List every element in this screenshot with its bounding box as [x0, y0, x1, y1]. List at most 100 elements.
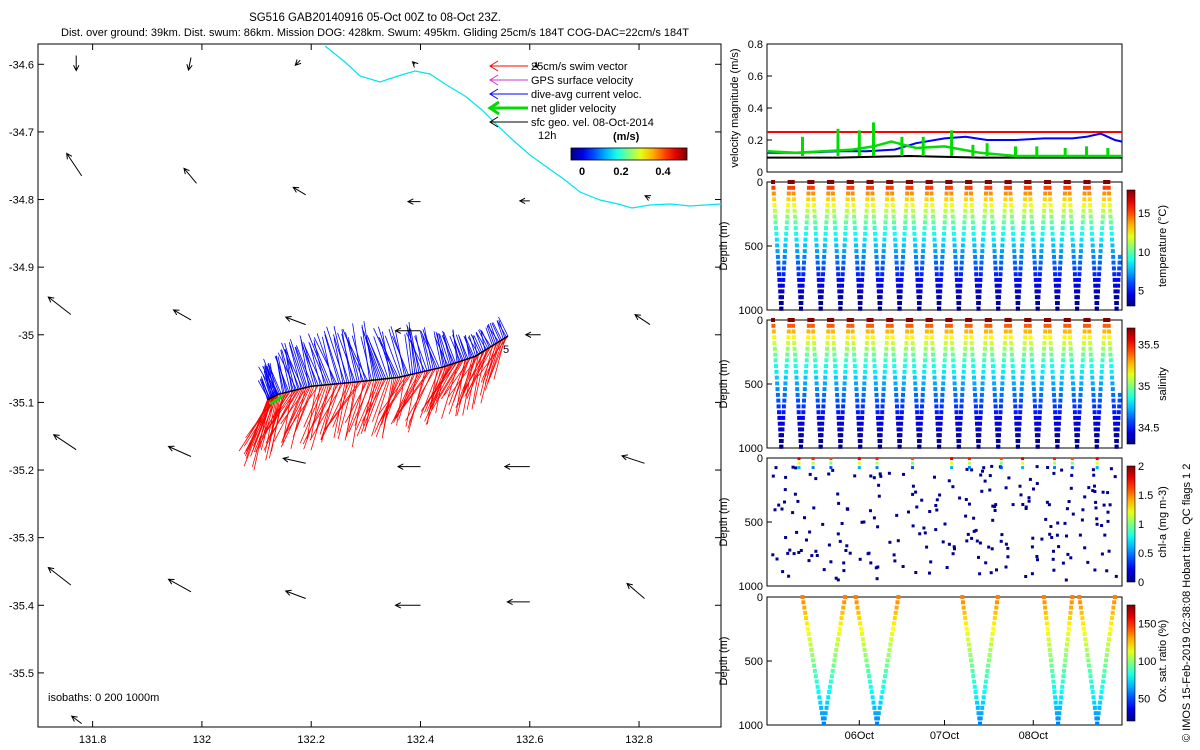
profile-point — [1079, 610, 1084, 615]
profile-point — [1031, 243, 1036, 248]
profile-point — [945, 318, 950, 322]
profile-point — [779, 439, 784, 443]
profile-point — [975, 421, 979, 426]
profile-point — [913, 249, 918, 254]
profile-point — [911, 457, 914, 461]
profile-point — [1011, 243, 1016, 248]
profile-point — [950, 352, 955, 357]
profile-point — [896, 421, 901, 426]
profile-point — [842, 387, 847, 392]
profile-point — [824, 364, 828, 369]
profile-point — [1109, 621, 1114, 626]
profile-point — [872, 705, 877, 710]
profile-point — [982, 690, 987, 694]
profile-point — [1116, 421, 1121, 426]
profile-cbar-tick: 15 — [1138, 208, 1150, 220]
profile-point — [968, 502, 971, 506]
profile-point — [981, 231, 986, 236]
profile-point — [1021, 457, 1025, 461]
dac-vector — [333, 334, 350, 383]
profile-point — [838, 444, 843, 449]
swim-vectors — [238, 335, 509, 471]
profile-point — [824, 226, 828, 231]
profile-point — [909, 180, 914, 184]
profile-point — [1116, 410, 1121, 415]
swim-vector — [380, 374, 409, 420]
profile-point — [787, 574, 791, 578]
profile-point — [1106, 491, 1110, 495]
profile-point — [1106, 318, 1111, 322]
profile-point — [772, 197, 777, 202]
profile-point — [1066, 318, 1071, 322]
profile-point — [840, 415, 845, 420]
profile-point — [965, 180, 970, 184]
profile-point — [951, 369, 956, 374]
profile-point — [823, 711, 828, 716]
profile-point — [937, 301, 942, 305]
profile-point — [842, 569, 846, 573]
profile-point — [815, 249, 819, 254]
profile-point — [969, 341, 974, 345]
profile-point — [808, 642, 813, 647]
profile-point — [1021, 461, 1025, 465]
profile-point — [979, 392, 984, 397]
profile-point — [980, 249, 985, 254]
profile-point — [1028, 335, 1033, 340]
profile-point — [999, 254, 1004, 259]
profile-point — [791, 329, 796, 334]
profile-point — [1095, 295, 1100, 300]
profile-points — [771, 457, 1118, 582]
profile-point — [909, 329, 914, 334]
profile-point — [1017, 283, 1022, 288]
profile-point — [779, 306, 784, 311]
profile-point — [995, 600, 999, 605]
swim-vector — [392, 370, 430, 421]
profile-point — [919, 410, 924, 415]
profile-point — [1099, 237, 1104, 242]
profile-point — [1063, 318, 1068, 322]
profile-point — [1113, 289, 1118, 294]
profile-point — [930, 208, 935, 213]
surface-geostrophic-vectors — [47, 55, 652, 724]
profile-point — [961, 237, 966, 242]
profile-point — [972, 679, 977, 684]
profile-point — [861, 260, 866, 265]
profile-point — [989, 341, 994, 345]
profile-point — [810, 554, 814, 558]
profile-point — [883, 352, 888, 357]
profile-point — [813, 231, 818, 236]
profile-point — [960, 254, 965, 259]
profile-point — [879, 277, 884, 282]
profile-point — [1110, 387, 1115, 392]
profile-point — [929, 323, 934, 328]
profile-point — [833, 226, 838, 231]
profile-point — [818, 306, 823, 311]
profile-point — [1018, 410, 1023, 415]
profile-point — [838, 301, 843, 305]
profile-point — [1034, 427, 1039, 432]
profile-point — [1052, 690, 1057, 694]
profile-point — [887, 647, 892, 652]
profile-point — [823, 237, 828, 242]
profile-point — [942, 369, 946, 374]
profile-point — [924, 329, 929, 334]
profile-point — [894, 260, 899, 265]
profile-point — [1052, 568, 1056, 572]
profile-point — [1008, 191, 1013, 196]
profile-point — [772, 208, 777, 213]
profile-point — [892, 231, 897, 236]
profile-point — [989, 346, 994, 351]
profile-point — [982, 346, 987, 351]
map-ytick-label: -34.8 — [9, 195, 34, 207]
profile-point — [1103, 180, 1108, 184]
profile-point — [1096, 277, 1101, 282]
dac-vector — [392, 336, 409, 376]
profile-point — [979, 398, 984, 403]
swim-vector — [360, 379, 383, 434]
profile-point — [826, 695, 831, 700]
profile-point — [1060, 231, 1065, 236]
profile-point — [816, 404, 821, 409]
profile-point — [860, 277, 865, 282]
profile-point — [912, 369, 917, 374]
profile-point — [1081, 346, 1086, 351]
